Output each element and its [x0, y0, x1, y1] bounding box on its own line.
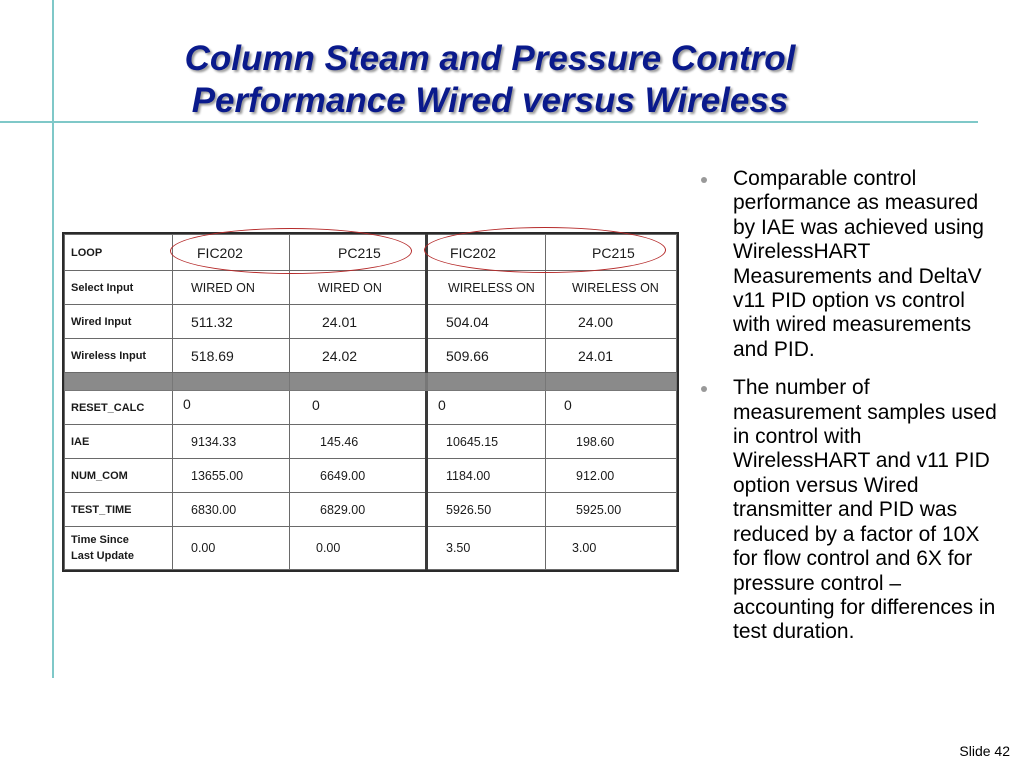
table-cell: 912.00 [545, 458, 677, 493]
table-cell: 509.66 [426, 338, 546, 373]
table-cell: WIRED ON [289, 270, 428, 305]
table-row: NUM_COM 13655.00 6649.00 1184.00 912.00 [64, 458, 677, 493]
table-row: TEST_TIME 6830.00 6829.00 5926.50 5925.0… [64, 492, 677, 527]
table-row: Time Since Last Update 0.00 0.00 3.50 3.… [64, 526, 677, 570]
table-cell: 3.00 [545, 526, 677, 570]
table-row: RESET_CALC 0 0 0 0 [64, 390, 677, 425]
accent-horizontal-line [0, 121, 978, 123]
table-cell: 24.01 [545, 338, 677, 373]
table-cell: 1184.00 [426, 458, 546, 493]
loop-performance-table: LOOP FIC202 PC215 FIC202 PC215 Select In… [62, 232, 679, 572]
bullet-item: The number of measurement samples used i… [693, 376, 998, 644]
row-label: TEST_TIME [64, 492, 173, 527]
slide-title-line2: Performance Wired versus Wireless [191, 81, 789, 120]
table-cell: WIRELESS ON [545, 270, 677, 305]
table-cell: 9134.33 [172, 424, 290, 459]
table-cell: 0 [172, 390, 290, 425]
bullet-item: Comparable control performance as measur… [693, 167, 998, 362]
table-cell: 5926.50 [426, 492, 546, 527]
slide-title-line1: Column Steam and Pressure Control [184, 39, 796, 78]
table-cell: 145.46 [289, 424, 428, 459]
table-cell: 0.00 [172, 526, 290, 570]
table-row: Select Input WIRED ON WIRED ON WIRELESS … [64, 270, 677, 305]
table-cell: 504.04 [426, 304, 546, 339]
bullet-text: Comparable control performance as measur… [733, 167, 984, 361]
table-cell: 6649.00 [289, 458, 428, 493]
table-cell: 5925.00 [545, 492, 677, 527]
table-cell: 24.01 [289, 304, 428, 339]
table-cell: 518.69 [172, 338, 290, 373]
bullet-dot-icon [701, 177, 707, 183]
table-cell: 13655.00 [172, 458, 290, 493]
row-label: Wired Input [64, 304, 173, 339]
bullet-dot-icon [701, 386, 707, 393]
table-cell: 6829.00 [289, 492, 428, 527]
table-cell: WIRELESS ON [426, 270, 546, 305]
table-cell: 511.32 [172, 304, 290, 339]
table-cell: 3.50 [426, 526, 546, 570]
table-cell: 24.00 [545, 304, 677, 339]
row-label: RESET_CALC [64, 390, 173, 425]
table-cell: 0 [426, 390, 546, 425]
bullet-list: Comparable control performance as measur… [693, 167, 998, 659]
table-divider-row [64, 372, 677, 391]
row-label: Wireless Input [64, 338, 173, 373]
table-cell: 10645.15 [426, 424, 546, 459]
wired-highlight-ellipse [170, 228, 412, 274]
row-label: Select Input [64, 270, 173, 305]
row-label: IAE [64, 424, 173, 459]
slide-title: Column Steam and Pressure Control Perfor… [120, 38, 860, 122]
table-cell: 198.60 [545, 424, 677, 459]
row-label: NUM_COM [64, 458, 173, 493]
wireless-highlight-ellipse [424, 227, 666, 273]
row-label-line2: Last Update [71, 550, 134, 562]
table-cell: 0 [545, 390, 677, 425]
table-cell: 6830.00 [172, 492, 290, 527]
slide-number: Slide 42 [959, 743, 1010, 759]
row-label-line1: Time Since [71, 534, 129, 546]
accent-vertical-line [52, 0, 54, 678]
row-label: Time Since Last Update [64, 526, 173, 570]
table-cell: WIRED ON [172, 270, 290, 305]
table-row: Wireless Input 518.69 24.02 509.66 24.01 [64, 338, 677, 373]
table-row: Wired Input 511.32 24.01 504.04 24.00 [64, 304, 677, 339]
table-row: IAE 9134.33 145.46 10645.15 198.60 [64, 424, 677, 459]
bullet-text: The number of measurement samples used i… [733, 376, 997, 644]
table-cell: 24.02 [289, 338, 428, 373]
header-cell: LOOP [64, 234, 173, 271]
table-cell: 0 [289, 390, 428, 425]
table-cell: 0.00 [289, 526, 428, 570]
